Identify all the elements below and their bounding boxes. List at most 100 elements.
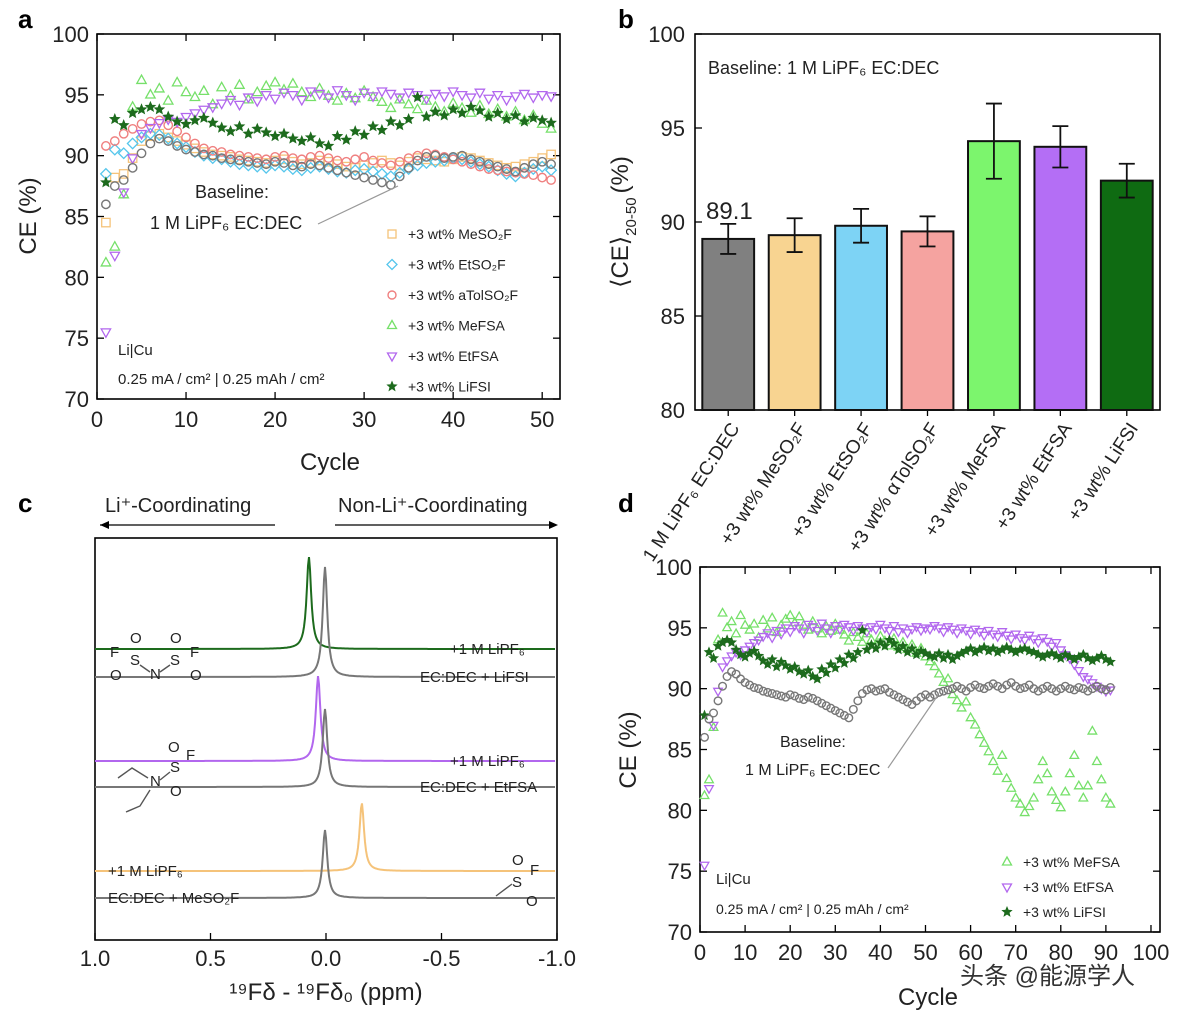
data-point-EtFSA — [242, 93, 255, 104]
data-point-EtSO2F — [135, 131, 148, 144]
data-point-baseline — [808, 693, 818, 703]
svg-text:⟨CE⟩20-50(%): ⟨CE⟩20-50 (%) — [607, 156, 640, 288]
data-point-baseline — [1020, 682, 1030, 692]
data-point-baseline — [948, 684, 958, 694]
nmr-trace-3 — [95, 708, 555, 788]
data-point-EtFSA — [1032, 638, 1044, 649]
data-point-baseline — [323, 162, 334, 173]
data-point-MeFSA — [162, 94, 175, 105]
trace-label-0: +1 M LiPF₆ — [450, 641, 525, 658]
data-point-baseline — [957, 684, 967, 694]
data-point-baseline — [109, 181, 120, 191]
data-point-EtFSA — [456, 90, 468, 102]
data-point-EtFSA — [1019, 636, 1031, 647]
x-tick-label: 10 — [733, 940, 757, 965]
data-point-EtFSA — [1050, 638, 1062, 649]
data-point-baseline — [501, 164, 512, 174]
data-point-MeFSA — [402, 98, 415, 109]
data-point-baseline — [1074, 682, 1084, 692]
data-point-LiFSI — [942, 648, 954, 660]
data-point-baseline — [1033, 686, 1043, 696]
data-point-EtSO2F — [357, 162, 371, 176]
data-point-MeFSA — [969, 719, 981, 729]
data-point-LiFSI — [278, 127, 290, 139]
data-point-baseline — [377, 177, 387, 188]
data-point-EtFSA — [224, 95, 237, 107]
data-point-baseline — [893, 692, 903, 702]
x-tick-label: 90 — [1094, 940, 1118, 965]
x-tick-label: 50 — [913, 940, 937, 965]
data-point-baseline — [785, 690, 795, 700]
data-point-MeFSA — [224, 89, 237, 100]
legend-label-MeSO2F: +3 wt% MeSO₂F — [408, 226, 512, 242]
data-point-MeFSA — [1086, 725, 1098, 735]
data-point-MeFSA — [942, 672, 954, 683]
data-point-MeFSA — [171, 76, 183, 87]
data-point-EtSO2F — [153, 128, 166, 142]
panel-b-ylabel-unit: (%) — [607, 156, 634, 193]
data-point-EtFSA — [965, 630, 977, 641]
data-point-LiFSI — [135, 103, 148, 115]
data-point-LiFSI — [703, 646, 715, 657]
data-point-EtSO2F — [393, 166, 406, 179]
data-point-LiFSI — [286, 132, 299, 144]
data-point-EtFSA — [482, 94, 495, 106]
data-point-EtFSA — [712, 687, 724, 698]
data-point-LiFSI — [456, 106, 468, 119]
data-point-baseline — [934, 687, 944, 697]
data-point-baseline — [154, 133, 165, 144]
data-point-EtFSA — [721, 657, 733, 667]
data-point-baseline — [1056, 684, 1066, 694]
data-point-MeFSA — [1028, 792, 1040, 802]
data-point-LiFSI — [162, 110, 175, 122]
legend-marker-LiFSI — [386, 380, 398, 392]
data-point-EtSO2F — [197, 149, 210, 162]
data-point-EtFSA — [331, 86, 344, 97]
data-point-MeFSA — [100, 256, 112, 267]
trace-label-5: EC:DEC + MeSO₂F — [108, 890, 239, 907]
trace-label-4: +1 M LiPF₆ — [108, 863, 183, 880]
data-point-LiFSI — [1064, 651, 1076, 662]
data-point-LiFSI — [699, 709, 711, 721]
data-point-LiFSI — [411, 91, 424, 103]
meso2f-molecule-icon: O S F O — [495, 852, 539, 910]
data-point-baseline — [528, 159, 539, 170]
panel-c-arrowhead-left — [100, 521, 109, 529]
svg-text:O: O — [170, 783, 182, 800]
data-point-EtFSA — [897, 624, 909, 634]
y-tick-label: 95 — [668, 616, 692, 641]
data-point-EtFSA — [108, 251, 121, 262]
data-point-LiFSI — [802, 664, 814, 676]
legend-label-MeFSA: +3 wt% MeFSA — [408, 318, 506, 334]
data-point-LiFSI — [304, 131, 317, 143]
data-point-EtFSA — [757, 632, 769, 643]
data-point-baseline — [776, 691, 786, 701]
data-point-EtFSA — [438, 92, 451, 103]
data-point-LiFSI — [870, 642, 882, 654]
data-point-MeFSA — [1073, 779, 1085, 790]
data-point-MeFSA — [956, 702, 967, 712]
bar-5 — [1033, 145, 1088, 412]
data-point-EtFSA — [717, 663, 728, 673]
data-point-baseline — [830, 706, 840, 716]
data-point-aTolSO2F — [368, 155, 378, 166]
panel-d-cell-label: Li|Cu — [716, 871, 751, 888]
data-point-EtFSA — [902, 629, 913, 639]
data-point-LiFSI — [491, 106, 504, 119]
panel-a-annotation-line2: 1 M LiPF₆ EC:DEC — [150, 213, 302, 233]
legend-label-MeFSA: +3 wt% MeFSA — [1023, 854, 1121, 870]
data-point-baseline — [749, 682, 759, 692]
data-point-baseline — [1002, 680, 1012, 690]
data-point-EtFSA — [775, 630, 787, 641]
data-point-MeSO2F — [109, 172, 120, 183]
data-point-MeFSA — [1068, 749, 1080, 760]
data-point-baseline — [835, 708, 845, 718]
data-point-EtSO2F — [331, 165, 344, 178]
svg-text:F: F — [186, 747, 195, 764]
data-point-LiFSI — [189, 114, 201, 126]
data-point-LiFSI — [708, 652, 720, 663]
data-point-MeFSA — [838, 629, 850, 639]
y-tick-label: 85 — [65, 205, 89, 230]
data-point-EtFSA — [798, 629, 810, 639]
data-point-LiFSI — [313, 137, 326, 149]
